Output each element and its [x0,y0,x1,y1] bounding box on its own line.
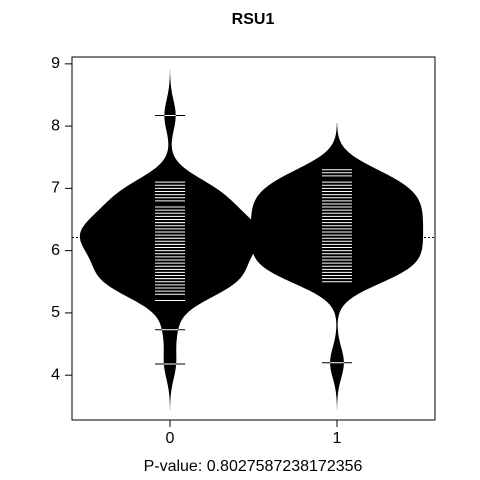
y-tick-label: 8 [51,117,60,134]
x-tick-label: 1 [333,430,342,447]
chart-title: RSU1 [232,11,275,28]
y-tick-label: 7 [51,180,60,197]
x-tick-label: 0 [166,430,175,447]
bean [79,68,261,411]
plot-frame [71,56,436,421]
y-tick-label: 9 [51,55,60,72]
y-tick-label: 4 [51,366,60,383]
x-axis-label: P-value: 0.8027587238172356 [144,458,363,475]
y-tick-label: 5 [51,304,60,321]
y-tick-label: 6 [51,242,60,259]
